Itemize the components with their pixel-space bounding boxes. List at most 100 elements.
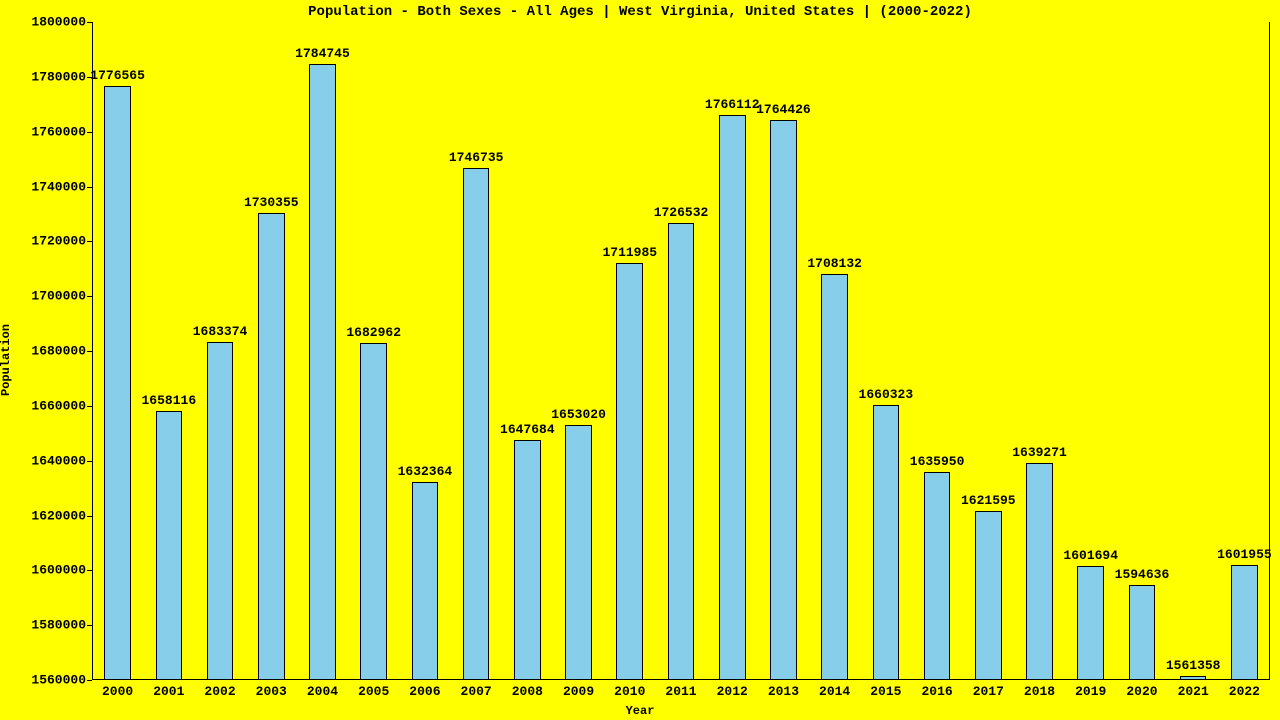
bar-value-label: 1708132 (807, 256, 862, 271)
y-tick-label: 1680000 (31, 344, 86, 359)
y-tick-mark (87, 187, 92, 188)
y-tick-label: 1620000 (31, 508, 86, 523)
bar (1180, 676, 1207, 680)
plot-area: 1560000158000016000001620000164000016600… (92, 22, 1270, 680)
bar-value-label: 1653020 (551, 407, 606, 422)
y-tick-mark (87, 516, 92, 517)
bar-value-label: 1594636 (1115, 567, 1170, 582)
bar (463, 168, 490, 680)
y-tick-mark (87, 461, 92, 462)
bar-value-label: 1601955 (1217, 547, 1272, 562)
x-tick-label: 2002 (204, 684, 235, 699)
x-tick-label: 2014 (819, 684, 850, 699)
bar (616, 263, 643, 680)
y-tick-label: 1560000 (31, 673, 86, 688)
y-tick-mark (87, 132, 92, 133)
y-tick-label: 1600000 (31, 563, 86, 578)
x-tick-label: 2005 (358, 684, 389, 699)
x-tick-label: 2010 (614, 684, 645, 699)
x-tick-label: 2007 (461, 684, 492, 699)
bar-value-label: 1561358 (1166, 658, 1221, 673)
bar (207, 342, 234, 680)
bar (1077, 566, 1104, 680)
bar-value-label: 1682962 (346, 325, 401, 340)
x-axis-label: Year (0, 704, 1280, 718)
bar-value-label: 1766112 (705, 97, 760, 112)
y-tick-label: 1760000 (31, 124, 86, 139)
bar-value-label: 1746735 (449, 150, 504, 165)
bar (1231, 565, 1258, 680)
x-tick-label: 2015 (870, 684, 901, 699)
x-tick-label: 2017 (973, 684, 1004, 699)
bar (975, 511, 1002, 680)
y-tick-label: 1640000 (31, 453, 86, 468)
bar (821, 274, 848, 680)
bar (360, 343, 387, 680)
y-tick-mark (87, 296, 92, 297)
y-tick-mark (87, 241, 92, 242)
y-axis-line (92, 22, 93, 680)
y-tick-label: 1720000 (31, 234, 86, 249)
bar-value-label: 1632364 (398, 464, 453, 479)
x-tick-label: 2003 (256, 684, 287, 699)
bar (1129, 585, 1156, 680)
y-tick-mark (87, 680, 92, 681)
bar (258, 213, 285, 680)
bar (156, 411, 183, 680)
x-tick-label: 2019 (1075, 684, 1106, 699)
y-tick-label: 1740000 (31, 179, 86, 194)
bar (668, 223, 695, 680)
bar (514, 440, 541, 680)
bar-value-label: 1726532 (654, 205, 709, 220)
y-tick-label: 1800000 (31, 15, 86, 30)
x-tick-label: 2016 (921, 684, 952, 699)
bar (309, 64, 336, 680)
x-tick-label: 2018 (1024, 684, 1055, 699)
x-tick-label: 2011 (665, 684, 696, 699)
bar (719, 115, 746, 680)
x-tick-label: 2012 (717, 684, 748, 699)
bar-value-label: 1621595 (961, 493, 1016, 508)
bar-value-label: 1776565 (90, 68, 145, 83)
bar-value-label: 1601694 (1063, 548, 1118, 563)
y-tick-label: 1580000 (31, 618, 86, 633)
chart-container: Population - Both Sexes - All Ages | Wes… (0, 0, 1280, 720)
bar (104, 86, 131, 680)
bar-value-label: 1711985 (602, 245, 657, 260)
bar-value-label: 1683374 (193, 324, 248, 339)
y-tick-mark (87, 570, 92, 571)
x-tick-label: 2009 (563, 684, 594, 699)
x-tick-label: 2006 (409, 684, 440, 699)
bar-value-label: 1639271 (1012, 445, 1067, 460)
y-tick-label: 1700000 (31, 289, 86, 304)
bar-value-label: 1647684 (500, 422, 555, 437)
x-tick-label: 2013 (768, 684, 799, 699)
bar (924, 472, 951, 680)
bar-value-label: 1635950 (910, 454, 965, 469)
bar (412, 482, 439, 680)
chart-title: Population - Both Sexes - All Ages | Wes… (0, 4, 1280, 20)
x-tick-label: 2020 (1126, 684, 1157, 699)
y-tick-label: 1780000 (31, 69, 86, 84)
y-axis-label: Population (0, 324, 13, 396)
bar (770, 120, 797, 680)
x-tick-label: 2022 (1229, 684, 1260, 699)
y-tick-mark (87, 625, 92, 626)
bar-value-label: 1658116 (142, 393, 197, 408)
y-tick-mark (87, 351, 92, 352)
y-tick-mark (87, 406, 92, 407)
y-tick-label: 1660000 (31, 398, 86, 413)
bar-value-label: 1660323 (859, 387, 914, 402)
x-tick-label: 2021 (1178, 684, 1209, 699)
y-axis-line-right (1269, 22, 1270, 680)
x-tick-label: 2001 (153, 684, 184, 699)
x-tick-label: 2004 (307, 684, 338, 699)
x-tick-label: 2008 (512, 684, 543, 699)
bar-value-label: 1764426 (756, 102, 811, 117)
bar (565, 425, 592, 680)
bar (873, 405, 900, 680)
bar-value-label: 1730355 (244, 195, 299, 210)
bar (1026, 463, 1053, 680)
x-tick-label: 2000 (102, 684, 133, 699)
y-tick-mark (87, 22, 92, 23)
